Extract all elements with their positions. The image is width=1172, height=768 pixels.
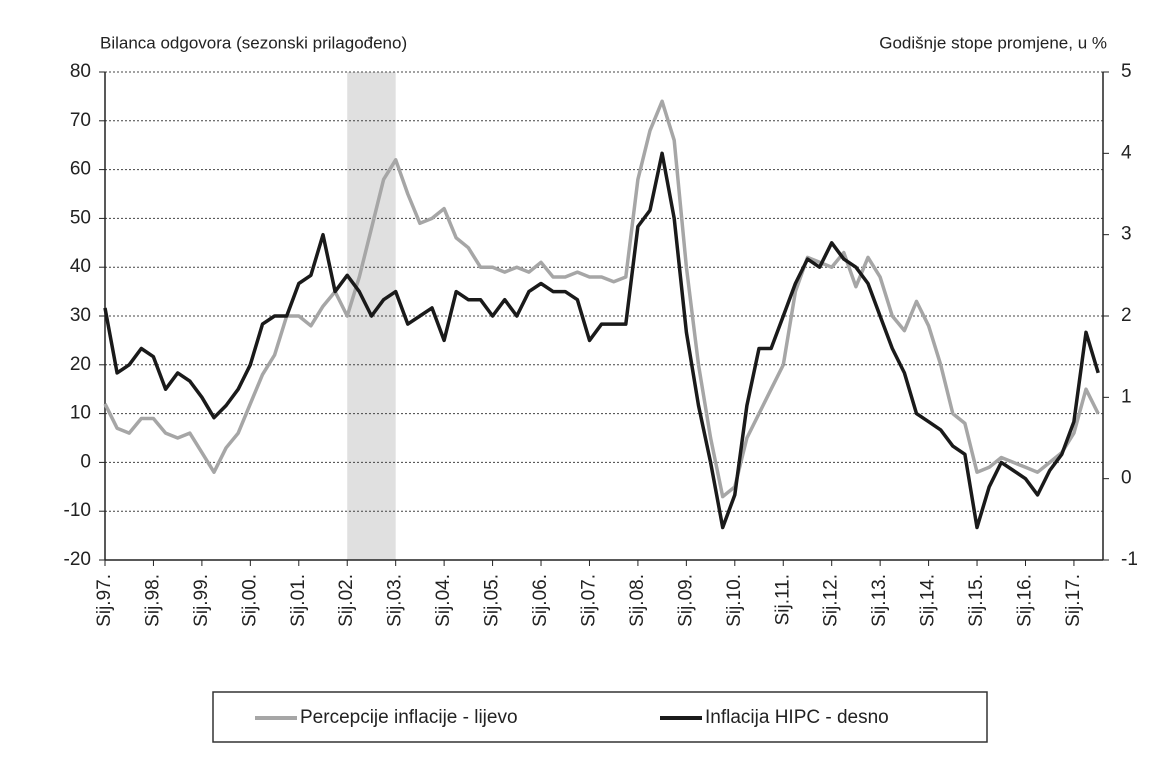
- x-tick-label: Sij.01.: [288, 574, 309, 627]
- y-tick-label: -10: [64, 500, 91, 521]
- x-tick-label: Sij.99.: [191, 574, 212, 627]
- x-tick-label: Sij.00.: [239, 574, 260, 627]
- x-tick-label: Sij.05.: [482, 574, 503, 627]
- line-series: [103, 99, 1100, 499]
- x-tick-label: Sij.06.: [530, 574, 551, 627]
- y2-tick-label: 0: [1121, 468, 1132, 489]
- y2-axis-title: Godišnje stope promjene, u %: [879, 33, 1107, 52]
- x-tick-label: Sij.98.: [142, 574, 163, 627]
- y2-tick-label: 3: [1121, 224, 1132, 245]
- x-tick-label: Sij.14.: [918, 574, 939, 627]
- x-tick-label: Sij.97.: [94, 574, 115, 627]
- y2-tick-label: 1: [1121, 386, 1132, 407]
- x-tick-label: Sij.04.: [433, 574, 454, 627]
- y-tick-label: 20: [70, 354, 91, 375]
- y-tick-label: -20: [64, 549, 91, 570]
- y2-tick-label: 2: [1121, 305, 1132, 326]
- y-tick-label: 30: [70, 305, 91, 326]
- legend-box: [212, 691, 988, 743]
- x-tick-label: Sij.16.: [1015, 574, 1036, 627]
- x-tick-label: Sij.09.: [675, 574, 696, 627]
- legend-label: Percepcije inflacije - lijevo: [300, 707, 518, 728]
- x-tick-label: Sij.10.: [724, 574, 745, 627]
- y2-tick-label: -1: [1121, 549, 1138, 570]
- line-series: [103, 151, 1100, 530]
- x-tick-label: Sij.15.: [966, 574, 987, 627]
- x-tick-label: Sij.17.: [1063, 574, 1084, 627]
- y2-tick-label: 5: [1121, 61, 1132, 82]
- x-tick-label: Sij.11.: [772, 574, 793, 625]
- y2-tick-label: 4: [1121, 142, 1132, 163]
- y-tick-label: 50: [70, 207, 91, 228]
- y-tick-label: 40: [70, 256, 91, 277]
- x-tick-label: Sij.07.: [578, 574, 599, 627]
- y-tick-label: 0: [80, 451, 91, 472]
- legend-label: Inflacija HIPC - desno: [705, 707, 889, 728]
- x-tick-label: Sij.03.: [385, 574, 406, 627]
- x-tick-label: Sij.08.: [627, 574, 648, 627]
- x-tick-label: Sij.12.: [821, 574, 842, 627]
- y-axis-title: Bilanca odgovora (sezonski prilagođeno): [100, 33, 407, 52]
- y-tick-label: 80: [70, 61, 91, 82]
- x-tick-label: Sij.02.: [336, 574, 357, 627]
- y-tick-label: 70: [70, 110, 91, 131]
- y-tick-label: 10: [70, 403, 91, 424]
- x-tick-label: Sij.13.: [869, 574, 890, 627]
- y-tick-label: 60: [70, 159, 91, 180]
